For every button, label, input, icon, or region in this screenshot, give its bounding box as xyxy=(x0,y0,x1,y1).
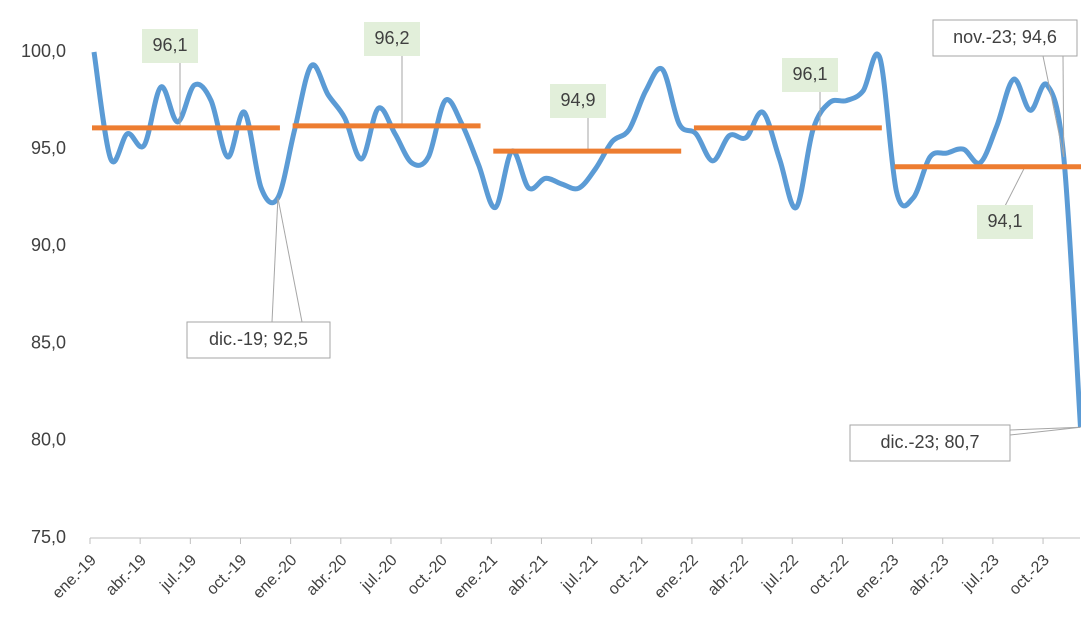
average-label: 96,1 xyxy=(792,64,827,84)
x-tick-label: jul.-21 xyxy=(558,552,602,596)
leader-line xyxy=(1042,55,1065,158)
data-label: dic.-19; 92,5 xyxy=(209,329,308,349)
x-tick-label: oct.-23 xyxy=(1006,552,1053,599)
y-tick-label: 75,0 xyxy=(31,527,66,547)
x-tick-label: ene.-21 xyxy=(451,552,501,602)
x-tick-label: oct.-22 xyxy=(806,552,853,599)
x-tick-label: jul.-20 xyxy=(357,552,401,596)
average-label-box xyxy=(142,29,198,63)
y-tick-label: 100,0 xyxy=(21,41,66,61)
x-tick-label: abr.-20 xyxy=(303,552,350,599)
x-tick-label: abr.-19 xyxy=(103,552,150,599)
leader-line xyxy=(1009,426,1081,436)
x-tick-label: oct.-21 xyxy=(605,552,652,599)
x-tick-label: ene.-22 xyxy=(651,552,701,602)
data-label: nov.-23; 94,6 xyxy=(953,27,1057,47)
line xyxy=(91,51,1081,428)
leader-line xyxy=(271,197,279,323)
average-label: 96,2 xyxy=(374,28,409,48)
x-tick-label: abr.-21 xyxy=(504,552,551,599)
x-tick-label: ene.-20 xyxy=(250,552,300,602)
y-tick-label: 80,0 xyxy=(31,430,66,450)
leader-line xyxy=(277,197,303,323)
x-tick-label: jul.-19 xyxy=(157,552,201,596)
leader-line xyxy=(1062,55,1065,157)
average-label: 96,1 xyxy=(152,35,187,55)
y-tick-label: 85,0 xyxy=(31,332,66,352)
y-tick-label: 90,0 xyxy=(31,235,66,255)
average-label-box xyxy=(782,58,838,92)
x-tick-label: jul.-22 xyxy=(759,552,803,596)
average-label-box xyxy=(977,205,1033,239)
average-label-box xyxy=(364,22,420,56)
x-tick-label: oct.-20 xyxy=(404,552,451,599)
data-label: dic.-23; 80,7 xyxy=(880,432,979,452)
leader-line xyxy=(1004,166,1026,207)
average-label: 94,9 xyxy=(560,90,595,110)
leader-line xyxy=(1009,426,1081,431)
data-label-box xyxy=(849,424,1011,462)
data-label-box xyxy=(932,19,1078,57)
x-tick-label: oct.-19 xyxy=(204,552,251,599)
data-label-box xyxy=(186,321,331,359)
average-label-box xyxy=(550,84,606,118)
x-tick-label: ene.-23 xyxy=(852,552,902,602)
x-tick-label: abr.-23 xyxy=(905,552,952,599)
average-label: 94,1 xyxy=(987,211,1022,231)
x-tick-label: jul.-23 xyxy=(959,552,1003,596)
x-tick-label: abr.-22 xyxy=(705,552,752,599)
x-tick-label: ene.-19 xyxy=(49,552,99,602)
y-tick-label: 95,0 xyxy=(31,138,66,158)
